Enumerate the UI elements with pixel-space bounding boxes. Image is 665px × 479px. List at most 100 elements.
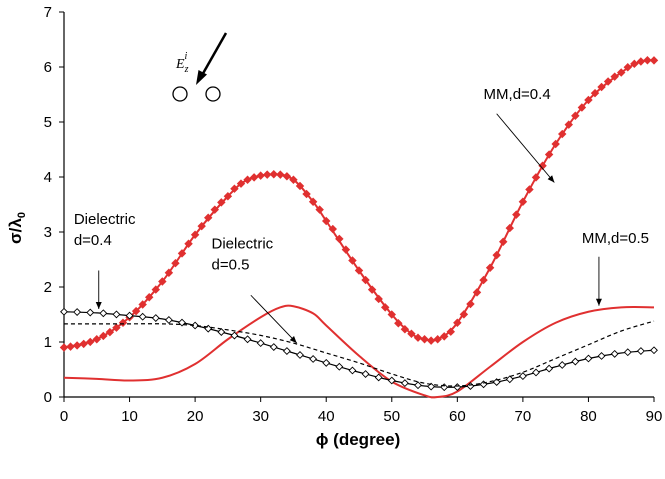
data-point <box>427 382 436 391</box>
data-point <box>348 256 357 265</box>
axes: 0 10 20 30 40 50 60 70 80 90 0 1 2 3 4 5 6 7 <box>44 4 663 425</box>
y-tick-label: 3 <box>44 224 52 241</box>
field-label: Ezi <box>175 51 189 75</box>
data-point <box>361 275 370 285</box>
data-point <box>178 318 186 327</box>
x-tick-label: 70 <box>515 408 532 425</box>
data-point <box>440 383 449 392</box>
data-point <box>439 332 449 341</box>
series-d05 <box>64 320 655 387</box>
data-point <box>138 300 147 309</box>
data-point <box>571 357 580 366</box>
annotation-label: MM,d=0.4 <box>484 86 551 103</box>
data-point <box>203 213 213 222</box>
y-axis-title-sub: 0 <box>16 212 28 218</box>
data-point <box>577 103 587 112</box>
annotation-d05: Dielectric d=0.5 <box>212 236 298 344</box>
data-point <box>545 364 554 373</box>
x-tick-label: 40 <box>318 408 335 425</box>
data-point <box>79 339 88 349</box>
data-point <box>85 337 95 347</box>
data-point <box>341 245 351 254</box>
data-point <box>125 311 134 320</box>
data-point <box>177 249 187 258</box>
data-point <box>400 379 409 388</box>
data-point <box>171 258 180 268</box>
annotation-line: d=0.4 <box>74 232 112 249</box>
data-point <box>151 314 160 322</box>
data-point <box>505 375 514 384</box>
data-point <box>367 285 377 294</box>
data-point <box>321 216 331 226</box>
annotation-label: MM,d=0.5 <box>582 230 649 247</box>
annotation-line: MM,d=0.5 <box>582 230 649 247</box>
data-point <box>99 331 108 341</box>
data-point <box>256 339 265 348</box>
data-point <box>603 77 613 86</box>
data-point <box>236 179 246 188</box>
data-point <box>498 237 508 246</box>
series-line-d05 <box>64 320 655 387</box>
data-point <box>118 318 128 327</box>
data-point <box>164 268 174 277</box>
data-point <box>210 205 220 214</box>
data-point <box>197 221 206 231</box>
data-point <box>551 139 560 149</box>
data-point <box>538 161 547 170</box>
incident-field-inset: Ezi <box>172 32 228 102</box>
x-tick-label: 0 <box>60 408 68 425</box>
series-line-mm05 <box>63 304 655 399</box>
data-point <box>361 370 370 378</box>
annotation-line: Dielectric <box>212 236 274 253</box>
annotation-label: Dielectric d=0.4 <box>74 211 136 249</box>
data-point <box>217 198 226 207</box>
data-point <box>558 361 567 369</box>
data-point <box>518 372 527 381</box>
data-point <box>466 299 475 309</box>
x-tick-label: 20 <box>187 408 204 425</box>
data-point <box>616 68 626 77</box>
data-point <box>59 343 69 352</box>
data-point <box>348 366 357 375</box>
data-point <box>354 266 364 275</box>
data-point <box>643 56 652 65</box>
series-line-mm04 <box>63 59 655 349</box>
data-point <box>485 263 495 272</box>
data-point <box>269 170 279 179</box>
data-point <box>492 378 501 387</box>
data-point <box>492 250 501 260</box>
data-point <box>105 327 115 337</box>
y-tick-label: 6 <box>44 59 52 76</box>
y-tick-label: 2 <box>44 279 52 296</box>
data-point <box>73 308 82 316</box>
data-point <box>597 82 606 92</box>
data-point <box>315 205 324 214</box>
y-tick-label: 5 <box>44 114 52 131</box>
annotation-arrow <box>250 294 298 344</box>
data-point <box>610 72 619 81</box>
data-point <box>322 358 331 367</box>
data-point <box>217 328 226 336</box>
data-point <box>544 150 554 159</box>
incident-arrowhead <box>196 70 207 85</box>
data-point <box>190 230 200 239</box>
series-d04 <box>60 307 658 392</box>
data-point <box>66 342 75 351</box>
data-point <box>243 175 252 184</box>
data-point <box>262 170 272 179</box>
data-point <box>557 129 567 139</box>
data-point <box>400 325 410 334</box>
data-point <box>518 197 528 206</box>
series-line-d04 <box>63 311 655 388</box>
cylinder-left <box>172 86 188 102</box>
data-point <box>164 316 173 324</box>
data-point <box>72 341 82 350</box>
annotation-mm05: MM,d=0.5 <box>582 230 649 306</box>
data-point <box>414 381 422 390</box>
data-point <box>446 327 456 336</box>
data-point <box>584 95 593 105</box>
data-point <box>532 368 540 377</box>
x-tick-label: 60 <box>449 408 466 425</box>
